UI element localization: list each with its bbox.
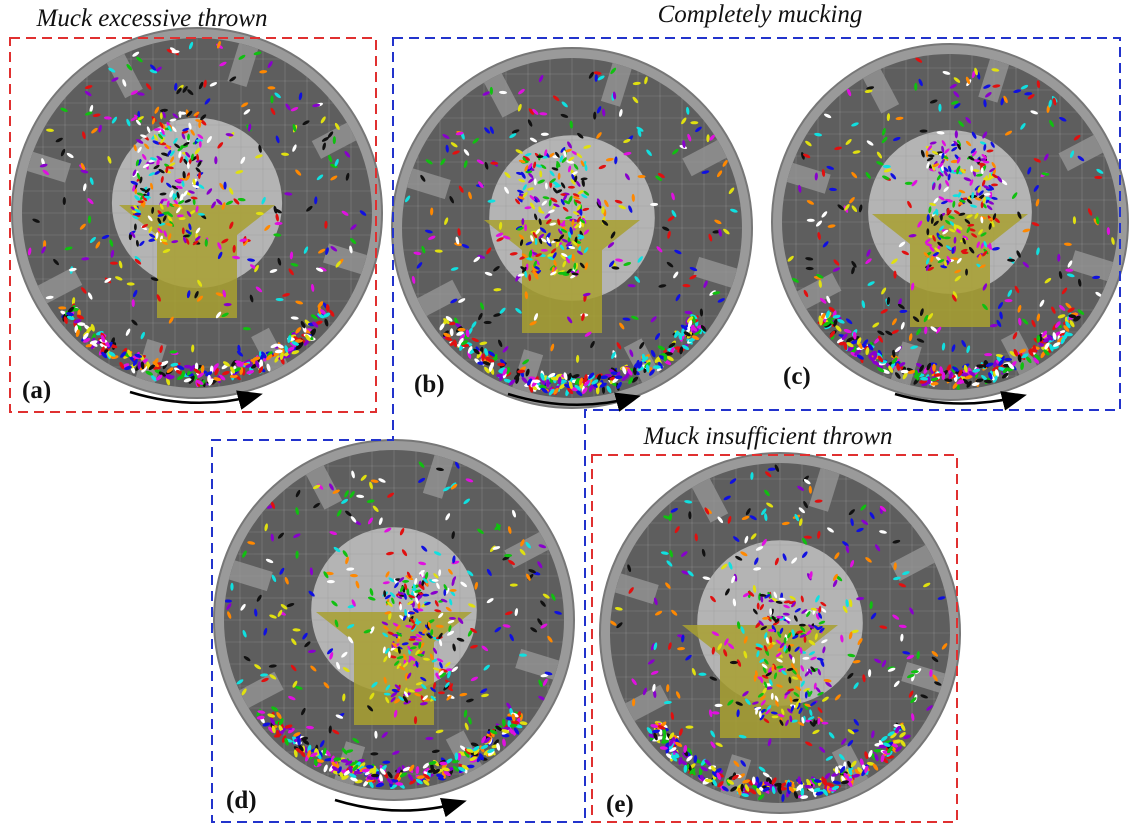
disc	[12, 28, 382, 398]
rotation-arrow	[335, 800, 462, 811]
particle	[685, 726, 693, 729]
particle	[399, 603, 402, 610]
disc	[214, 440, 574, 800]
particle	[562, 273, 569, 276]
discs	[12, 28, 1128, 813]
particle	[821, 722, 828, 725]
panel-label: (e)	[606, 791, 634, 818]
particle	[270, 95, 273, 103]
particle	[984, 353, 992, 356]
disc	[772, 44, 1128, 400]
particle	[757, 603, 760, 610]
particle	[914, 83, 917, 91]
panel-label: (b)	[414, 371, 445, 398]
particle	[484, 321, 492, 324]
particle	[955, 130, 958, 138]
particle	[835, 766, 839, 774]
particle	[214, 156, 217, 164]
panel-label: (c)	[783, 363, 811, 390]
panel-label: (a)	[22, 377, 51, 404]
disc	[392, 48, 752, 408]
panel-label: (d)	[226, 787, 257, 814]
disc	[600, 453, 960, 813]
particle	[965, 269, 968, 276]
particle	[893, 271, 896, 279]
title: Completely mucking	[658, 1, 863, 28]
title: Muck excessive thrown	[36, 5, 268, 32]
title: Muck insufficient thrown	[642, 423, 892, 450]
particle	[638, 175, 646, 178]
figure: Muck excessive thrown Completely mucking…	[0, 0, 1129, 832]
